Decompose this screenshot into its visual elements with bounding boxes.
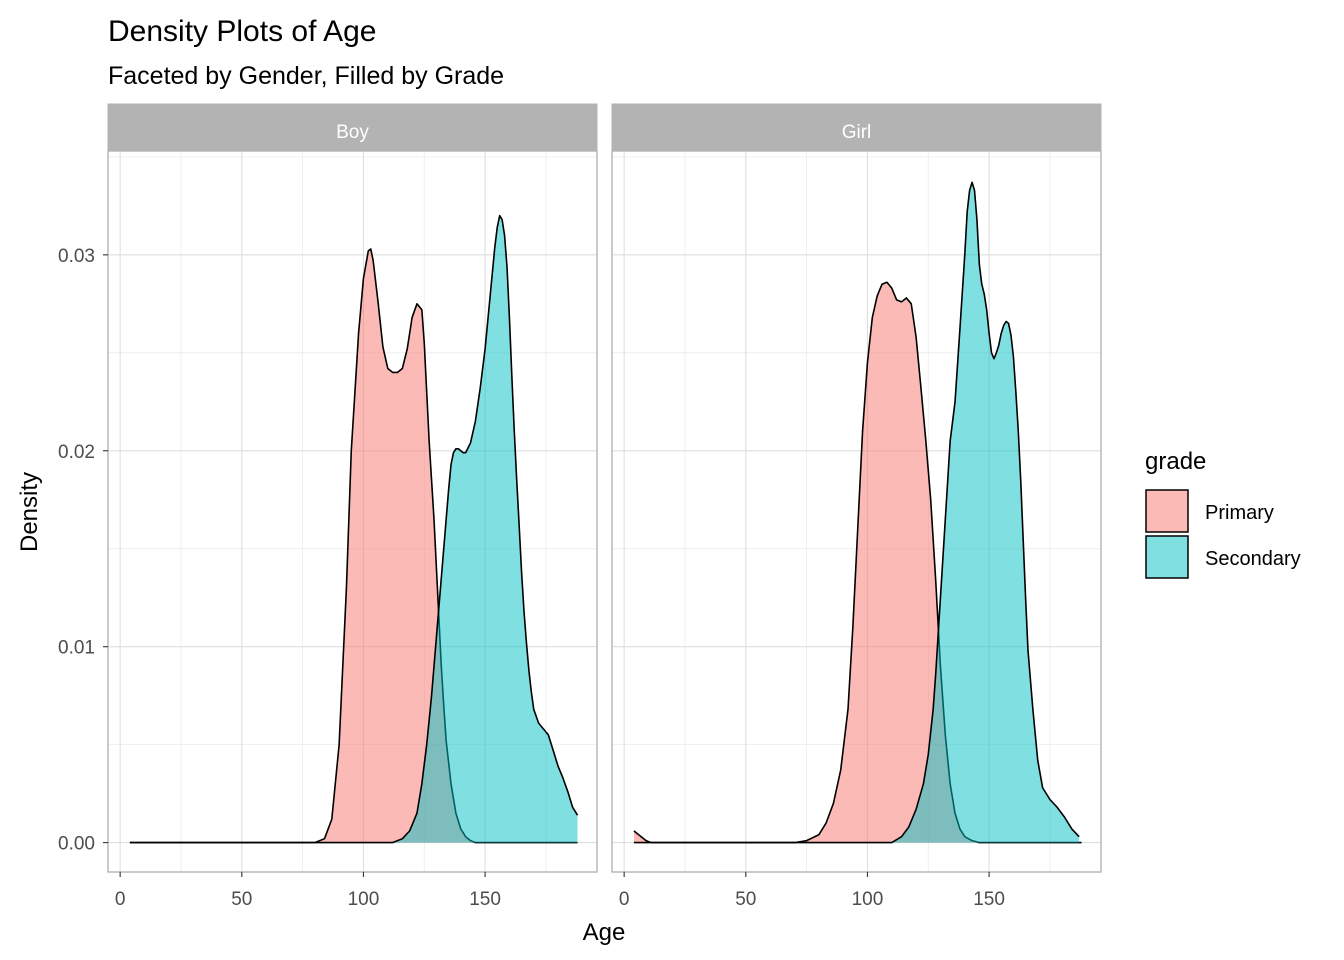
density-area-primary: [633, 282, 1082, 843]
strip-boy: [107, 103, 598, 152]
legend-key-secondary: [1145, 535, 1189, 579]
facet-boy: Boy 0 50 100 150: [107, 103, 598, 910]
legend-title: grade: [1145, 448, 1206, 475]
y-tick-label: 0.03: [58, 246, 95, 267]
facet-girl: Girl 0 50 100 150: [611, 103, 1102, 910]
legend-label-secondary: Secondary: [1205, 548, 1301, 570]
density-area-primary: [129, 248, 578, 843]
legend-label-primary: Primary: [1205, 502, 1274, 524]
y-axis: 0.00 0.01 0.02 0.03: [58, 246, 108, 855]
density-area-secondary: [633, 182, 1080, 843]
y-tick-label: 0.00: [58, 834, 95, 855]
strip-label-boy: Boy: [336, 122, 369, 143]
strip-girl: [611, 103, 1102, 152]
legend-key-primary: [1145, 489, 1189, 533]
x-tick-label: 100: [852, 889, 884, 910]
density-area-secondary: [129, 215, 578, 843]
chart-subtitle: Faceted by Gender, Filled by Grade: [108, 62, 504, 90]
x-tick-label: 100: [348, 889, 380, 910]
density-line-secondary: [129, 214, 579, 844]
x-tick-label: 0: [115, 889, 126, 910]
chart-title: Density Plots of Age: [108, 15, 376, 48]
y-tick-label: 0.01: [58, 638, 95, 659]
x-tick-label: 150: [973, 889, 1005, 910]
strip-label-girl: Girl: [842, 122, 872, 143]
x-tick-label: 50: [231, 889, 252, 910]
x-tick-label: 150: [469, 889, 501, 910]
y-axis-title: Density: [16, 472, 43, 552]
facet-panels: Boy 0 50 100 150 Girl 0 50 100 150: [107, 103, 1102, 910]
x-tick-label: 50: [735, 889, 756, 910]
legend: grade Primary Secondary: [1145, 448, 1301, 579]
density-line-secondary: [633, 181, 1080, 844]
x-tick-label: 0: [619, 889, 630, 910]
y-tick-label: 0.02: [58, 442, 95, 463]
x-axis-title: Age: [583, 919, 626, 946]
